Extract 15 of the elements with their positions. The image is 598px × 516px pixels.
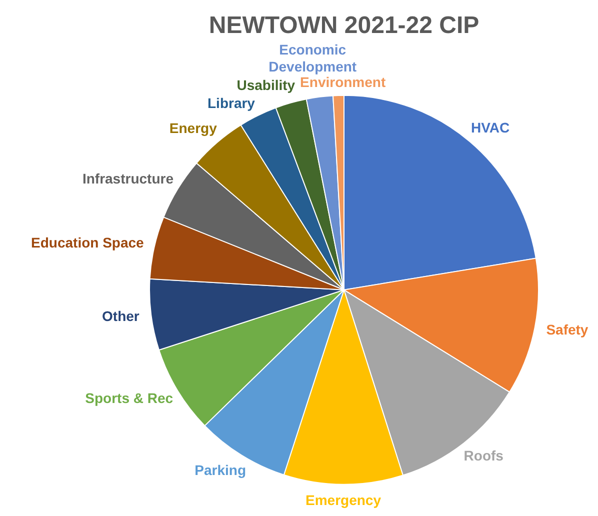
slice-label: Sports & Rec xyxy=(85,390,174,406)
slice-label: Emergency xyxy=(305,492,382,508)
slice-label: Roofs xyxy=(464,448,504,464)
slice-label: Library xyxy=(208,94,256,111)
slice-label: Infrastructure xyxy=(82,170,174,187)
slice-label: Energy xyxy=(169,120,218,136)
slice-label: Economic Development xyxy=(268,41,357,74)
slice-label: Parking xyxy=(194,462,246,478)
slice-label: Environment xyxy=(300,74,386,90)
slice-label: Safety xyxy=(546,322,588,338)
slice-label: Other xyxy=(102,308,140,324)
chart-title: NEWTOWN 2021-22 CIP xyxy=(208,12,480,40)
slice-label: HVAC xyxy=(470,120,510,136)
slice-label: Education Space xyxy=(31,234,144,251)
slice-label: Usability xyxy=(236,76,296,93)
